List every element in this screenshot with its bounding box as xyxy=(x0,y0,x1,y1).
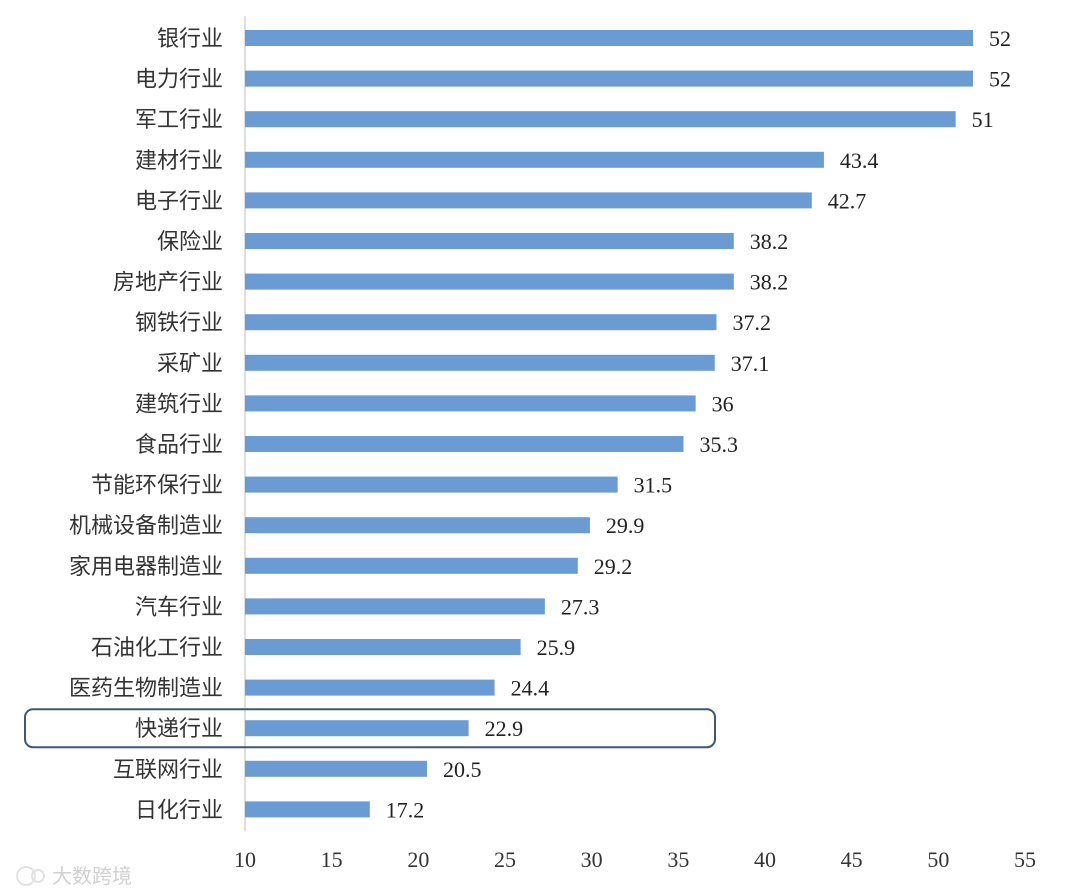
x-tick-label: 55 xyxy=(1014,847,1036,872)
value-label: 43.4 xyxy=(840,148,879,173)
bar xyxy=(245,517,590,534)
bar xyxy=(245,111,956,128)
bar xyxy=(245,720,469,737)
x-tick-label: 20 xyxy=(407,847,429,872)
value-label: 38.2 xyxy=(750,229,789,254)
category-label: 银行业 xyxy=(157,27,223,52)
x-tick-label: 10 xyxy=(234,847,256,872)
bar xyxy=(245,760,427,777)
value-label: 37.2 xyxy=(732,310,771,335)
category-label: 采矿业 xyxy=(157,352,223,377)
value-label: 27.3 xyxy=(561,594,600,619)
bar xyxy=(245,598,545,615)
category-label: 电力行业 xyxy=(135,68,223,93)
category-label: 机械设备制造业 xyxy=(69,514,223,539)
category-label: 军工行业 xyxy=(135,108,223,133)
value-label: 52 xyxy=(989,67,1011,92)
watermark-text: 大数跨境 xyxy=(52,864,132,888)
x-tick-label: 35 xyxy=(667,847,689,872)
x-tick-label: 45 xyxy=(841,847,863,872)
value-label: 42.7 xyxy=(828,188,867,213)
value-label: 35.3 xyxy=(700,432,739,457)
value-label: 51 xyxy=(972,107,994,132)
category-label: 日化行业 xyxy=(135,798,223,823)
category-label: 电子行业 xyxy=(135,189,223,214)
value-label: 20.5 xyxy=(443,757,482,782)
category-label: 家用电器制造业 xyxy=(69,555,223,580)
value-label: 17.2 xyxy=(386,797,425,822)
bar xyxy=(245,354,715,371)
bar xyxy=(245,557,578,574)
watermark: 大数跨境 xyxy=(16,864,132,888)
x-tick-label: 30 xyxy=(581,847,603,872)
value-label: 29.2 xyxy=(594,554,633,579)
category-label: 保险业 xyxy=(157,230,223,255)
category-label: 石油化工行业 xyxy=(91,636,223,661)
value-label: 37.1 xyxy=(731,351,770,376)
bar xyxy=(245,30,973,46)
category-label: 食品行业 xyxy=(135,433,223,458)
category-label: 互联网行业 xyxy=(113,758,223,783)
value-label: 24.4 xyxy=(511,676,549,701)
bar xyxy=(245,192,812,209)
category-label: 汽车行业 xyxy=(135,595,223,620)
category-label: 房地产行业 xyxy=(113,271,223,296)
brand-logo-icon xyxy=(16,866,45,886)
value-label: 52 xyxy=(989,26,1011,51)
category-label: 建材行业 xyxy=(135,149,223,174)
bar xyxy=(245,639,521,655)
bar xyxy=(245,476,618,493)
category-label: 钢铁行业 xyxy=(135,311,223,336)
category-label: 建筑行业 xyxy=(135,392,223,417)
value-label: 25.9 xyxy=(537,635,576,660)
value-label: 31.5 xyxy=(634,473,673,498)
value-label: 22.9 xyxy=(485,716,523,741)
bar xyxy=(245,233,734,249)
x-tick-label: 50 xyxy=(927,847,949,872)
value-label: 29.9 xyxy=(606,513,645,538)
x-tick-label: 15 xyxy=(321,847,343,872)
bar xyxy=(245,151,824,168)
x-tick-label: 25 xyxy=(494,847,516,872)
bar xyxy=(245,273,734,290)
value-label: 38.2 xyxy=(750,270,789,295)
bar xyxy=(245,801,370,818)
category-label: 快递行业 xyxy=(135,717,223,742)
highlight-box xyxy=(24,708,716,749)
bar xyxy=(245,679,495,696)
bar xyxy=(245,314,717,331)
category-label: 医药生物制造业 xyxy=(69,677,223,702)
value-label: 36 xyxy=(712,391,734,416)
bar xyxy=(245,70,973,87)
x-tick-label: 40 xyxy=(754,847,776,872)
bar xyxy=(245,436,684,452)
category-label: 节能环保行业 xyxy=(91,474,223,499)
bar xyxy=(245,395,696,412)
